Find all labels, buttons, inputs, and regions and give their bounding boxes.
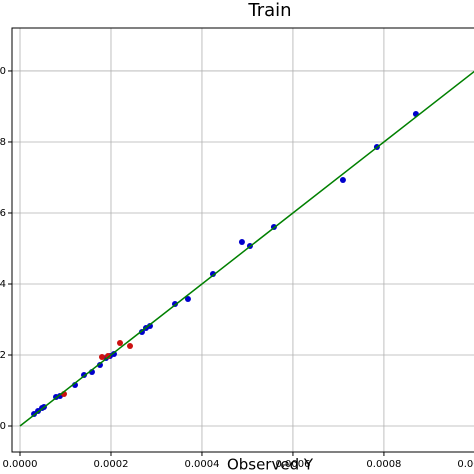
- y-tick-label: 0.0010: [0, 66, 6, 77]
- point: [209, 270, 216, 277]
- x-tick-label: 0.0000: [3, 459, 38, 470]
- point: [104, 352, 111, 359]
- point: [238, 238, 245, 245]
- plot-frame: [11, 27, 474, 453]
- point: [116, 339, 123, 346]
- x-tick-label: 0.0006: [275, 459, 310, 470]
- point: [146, 322, 153, 329]
- y-tick-label: 0.0004: [0, 279, 6, 290]
- y-tick-label: 0.0008: [0, 137, 6, 148]
- y-tick-label: 0.0000: [0, 421, 6, 432]
- x-tick-label: 0.0008: [366, 459, 401, 470]
- point: [110, 351, 117, 358]
- point: [127, 342, 133, 349]
- fit-line: [19, 70, 474, 427]
- point: [339, 176, 346, 183]
- point: [96, 362, 103, 369]
- x-tick-label: 0.0010: [457, 459, 474, 470]
- point: [98, 353, 105, 360]
- y-tick-label: 0.0006: [0, 208, 6, 219]
- point: [184, 296, 191, 303]
- chart-title: Train: [247, 0, 291, 21]
- y-tick-label: 0.0002: [0, 350, 6, 361]
- x-axis-label: Observed Y: [227, 456, 314, 474]
- x-tick-label: 0.0004: [184, 459, 219, 470]
- x-tick-label: 0.0002: [93, 459, 128, 470]
